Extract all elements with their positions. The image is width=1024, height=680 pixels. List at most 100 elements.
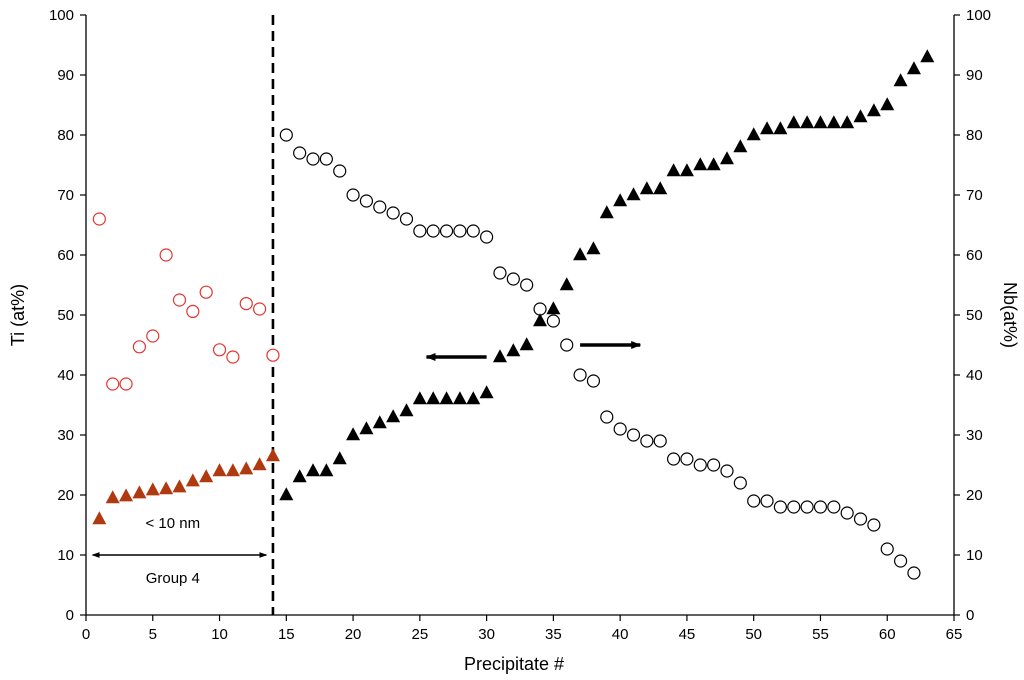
- data-point-nb-group-4: [159, 481, 174, 495]
- data-point-ti: [893, 554, 908, 568]
- data-point-ti-group-4: [212, 343, 227, 357]
- y-tick-label-right: 90: [966, 67, 983, 84]
- data-point-ti: [787, 500, 801, 514]
- y-tick-label-right: 60: [966, 247, 983, 264]
- data-point-ti-group-4: [186, 304, 200, 318]
- x-tick-label: 60: [879, 626, 896, 643]
- y-tick-label-right: 20: [966, 487, 983, 504]
- data-point-nb: [800, 115, 815, 129]
- data-point-ti: [840, 506, 854, 520]
- data-point-ti-group-4: [106, 377, 120, 391]
- data-point-ti-group-4: [119, 377, 133, 391]
- annotations: < 10 nm Group 4: [91, 341, 642, 587]
- data-point-nb: [399, 403, 414, 417]
- y-tick-label-right: 70: [966, 187, 983, 204]
- data-point-ti-group-4: [199, 285, 213, 299]
- data-point-nb: [866, 103, 881, 117]
- data-point-nb: [746, 127, 761, 141]
- data-point-ti: [386, 206, 400, 220]
- data-point-ti: [359, 194, 374, 208]
- data-point-nb: [479, 385, 494, 399]
- data-point-ti: [907, 566, 921, 580]
- y-tick-label-left: 20: [57, 487, 74, 504]
- data-point-nb-group-4: [199, 469, 214, 483]
- y-tick-label-left: 10: [57, 547, 74, 564]
- data-point-ti: [293, 146, 307, 160]
- data-point-nb: [452, 391, 467, 405]
- data-point-ti: [439, 224, 454, 238]
- data-point-nb: [506, 343, 521, 357]
- data-point-ti: [453, 224, 467, 238]
- series-ti: [279, 128, 921, 580]
- series-nb: [279, 49, 935, 501]
- data-point-ti: [853, 512, 868, 526]
- data-point-ti: [680, 452, 694, 466]
- data-point-ti: [880, 542, 894, 556]
- data-point-ti: [373, 200, 387, 214]
- data-point-nb: [920, 49, 935, 63]
- data-point-nb: [319, 463, 334, 477]
- data-point-nb-group-4: [239, 461, 254, 475]
- y-tick-label-left: 100: [49, 7, 74, 24]
- data-point-nb-group-4: [172, 479, 187, 493]
- data-point-ti-group-4: [266, 348, 280, 362]
- y-tick-label-right: 50: [966, 307, 983, 324]
- data-point-nb: [346, 427, 361, 441]
- data-point-nb: [519, 337, 534, 351]
- data-point-nb: [372, 415, 387, 429]
- data-point-nb: [599, 205, 614, 219]
- data-point-nb: [719, 151, 734, 165]
- data-point-nb: [292, 469, 307, 483]
- data-point-ti-group-4: [239, 297, 253, 311]
- data-point-ti-group-4: [159, 248, 173, 262]
- x-tick-label: 35: [545, 626, 562, 643]
- data-point-nb: [426, 391, 441, 405]
- data-point-ti: [480, 230, 494, 244]
- data-point-nb: [386, 409, 401, 423]
- x-axis-title: Precipitate #: [464, 654, 564, 674]
- y-tick-label-left: 0: [66, 607, 74, 624]
- y-tick-label-right: 30: [966, 427, 983, 444]
- data-point-ti: [346, 188, 360, 202]
- data-point-nb: [412, 391, 427, 405]
- data-point-ti: [560, 338, 574, 352]
- data-point-nb-group-4: [265, 448, 280, 462]
- data-point-nb-group-4: [212, 463, 227, 477]
- data-point-nb-group-4: [132, 485, 147, 499]
- data-point-ti-group-4: [172, 293, 187, 307]
- x-tick-label: 0: [82, 626, 90, 643]
- data-point-ti: [720, 464, 734, 478]
- data-point-ti: [640, 434, 654, 448]
- y-tick-label-right: 80: [966, 127, 983, 144]
- data-point-ti: [773, 500, 788, 514]
- data-point-ti: [546, 314, 560, 328]
- data-point-ti: [279, 128, 293, 142]
- data-point-nb: [773, 121, 788, 135]
- y-tick-label-left: 30: [57, 427, 74, 444]
- y-tick-label-right: 100: [966, 7, 991, 24]
- data-point-ti: [600, 410, 614, 424]
- x-tick-label: 65: [946, 626, 963, 643]
- data-point-ti-group-4: [253, 302, 267, 316]
- series-ti-group-4: [92, 212, 280, 391]
- data-point-nb: [332, 451, 347, 465]
- data-point-ti-group-4: [146, 329, 160, 343]
- data-point-ti-group-4: [226, 350, 240, 364]
- data-point-ti: [760, 494, 774, 508]
- data-point-nb: [559, 277, 574, 291]
- data-point-ti: [827, 500, 841, 514]
- x-tick-label: 25: [412, 626, 429, 643]
- data-point-nb-group-4: [225, 463, 240, 477]
- data-point-ti: [319, 152, 333, 166]
- data-point-ti: [800, 500, 814, 514]
- data-point-ti: [867, 518, 881, 532]
- data-point-nb: [693, 157, 708, 171]
- data-point-nb: [613, 193, 628, 207]
- data-point-nb: [733, 139, 748, 153]
- data-point-ti: [506, 272, 520, 286]
- data-point-nb: [546, 301, 561, 315]
- data-point-nb: [466, 391, 481, 405]
- x-tick-label: 55: [812, 626, 829, 643]
- y-tick-label-right: 0: [966, 607, 974, 624]
- y-tick-label-right: 40: [966, 367, 983, 384]
